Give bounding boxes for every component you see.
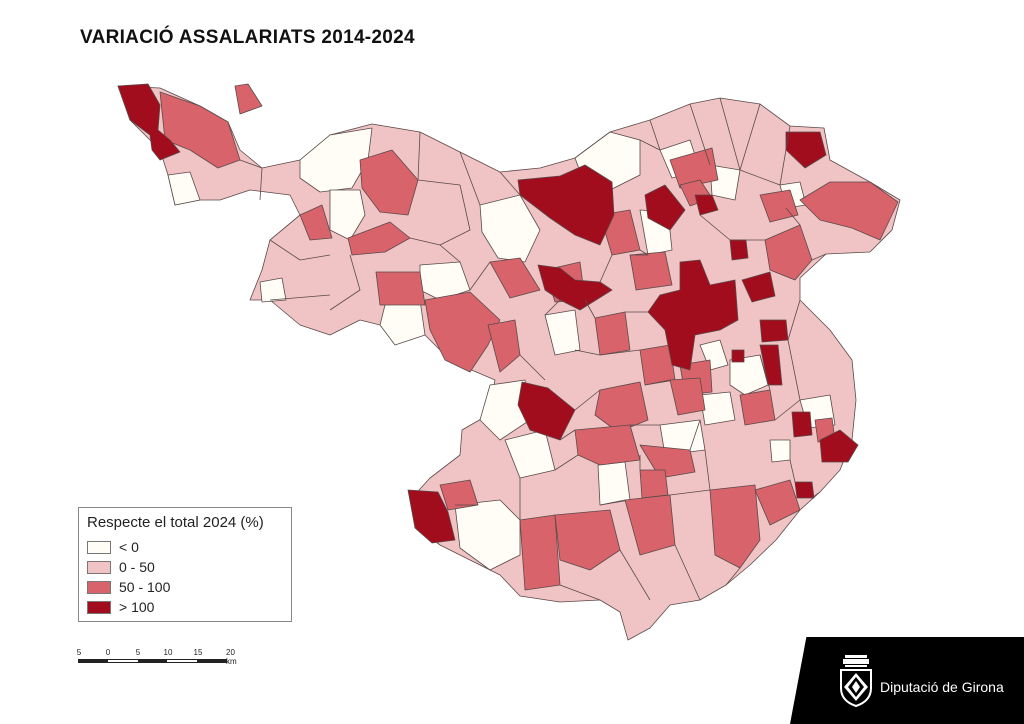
legend-swatch [87, 580, 111, 594]
legend-label: 50 - 100 [119, 579, 171, 595]
scale-bar-segments [78, 659, 227, 663]
areas-lt0 [167, 127, 836, 571]
scale-tick: 0 [105, 648, 111, 657]
legend-item: > 100 [87, 597, 283, 617]
legend-swatch [87, 560, 111, 574]
areas-gt100 [117, 83, 859, 544]
scale-tick: 15 [193, 648, 203, 657]
legend-swatch [87, 540, 111, 554]
municipality-boundaries [239, 97, 827, 601]
scale-ticks: 5 0 5 10 15 20 km [76, 648, 256, 666]
legend-label: < 0 [119, 539, 139, 555]
scale-tick: 5 [76, 648, 82, 657]
map-title: VARIACIÓ ASSALARIATS 2014-2024 [80, 27, 415, 48]
legend-title: Respecte el total 2024 (%) [87, 514, 264, 531]
scale-tick: 20 km [226, 648, 237, 666]
legend-item: 50 - 100 [87, 577, 283, 597]
legend-item: < 0 [87, 537, 283, 557]
scale-tick: 10 [163, 648, 173, 657]
scale-tick: 5 [135, 648, 141, 657]
scale-bar: 5 0 5 10 15 20 km [76, 648, 256, 670]
legend-label: 0 - 50 [119, 559, 155, 575]
brand-footer: Diputació de Girona [790, 637, 1024, 724]
legend: Respecte el total 2024 (%) < 0 0 - 50 50… [78, 507, 292, 622]
legend-swatch [87, 600, 111, 614]
legend-item: 0 - 50 [87, 557, 283, 577]
brand-name: Diputació de Girona [880, 679, 1004, 695]
coat-of-arms-icon [840, 655, 872, 707]
legend-label: > 100 [119, 599, 155, 615]
